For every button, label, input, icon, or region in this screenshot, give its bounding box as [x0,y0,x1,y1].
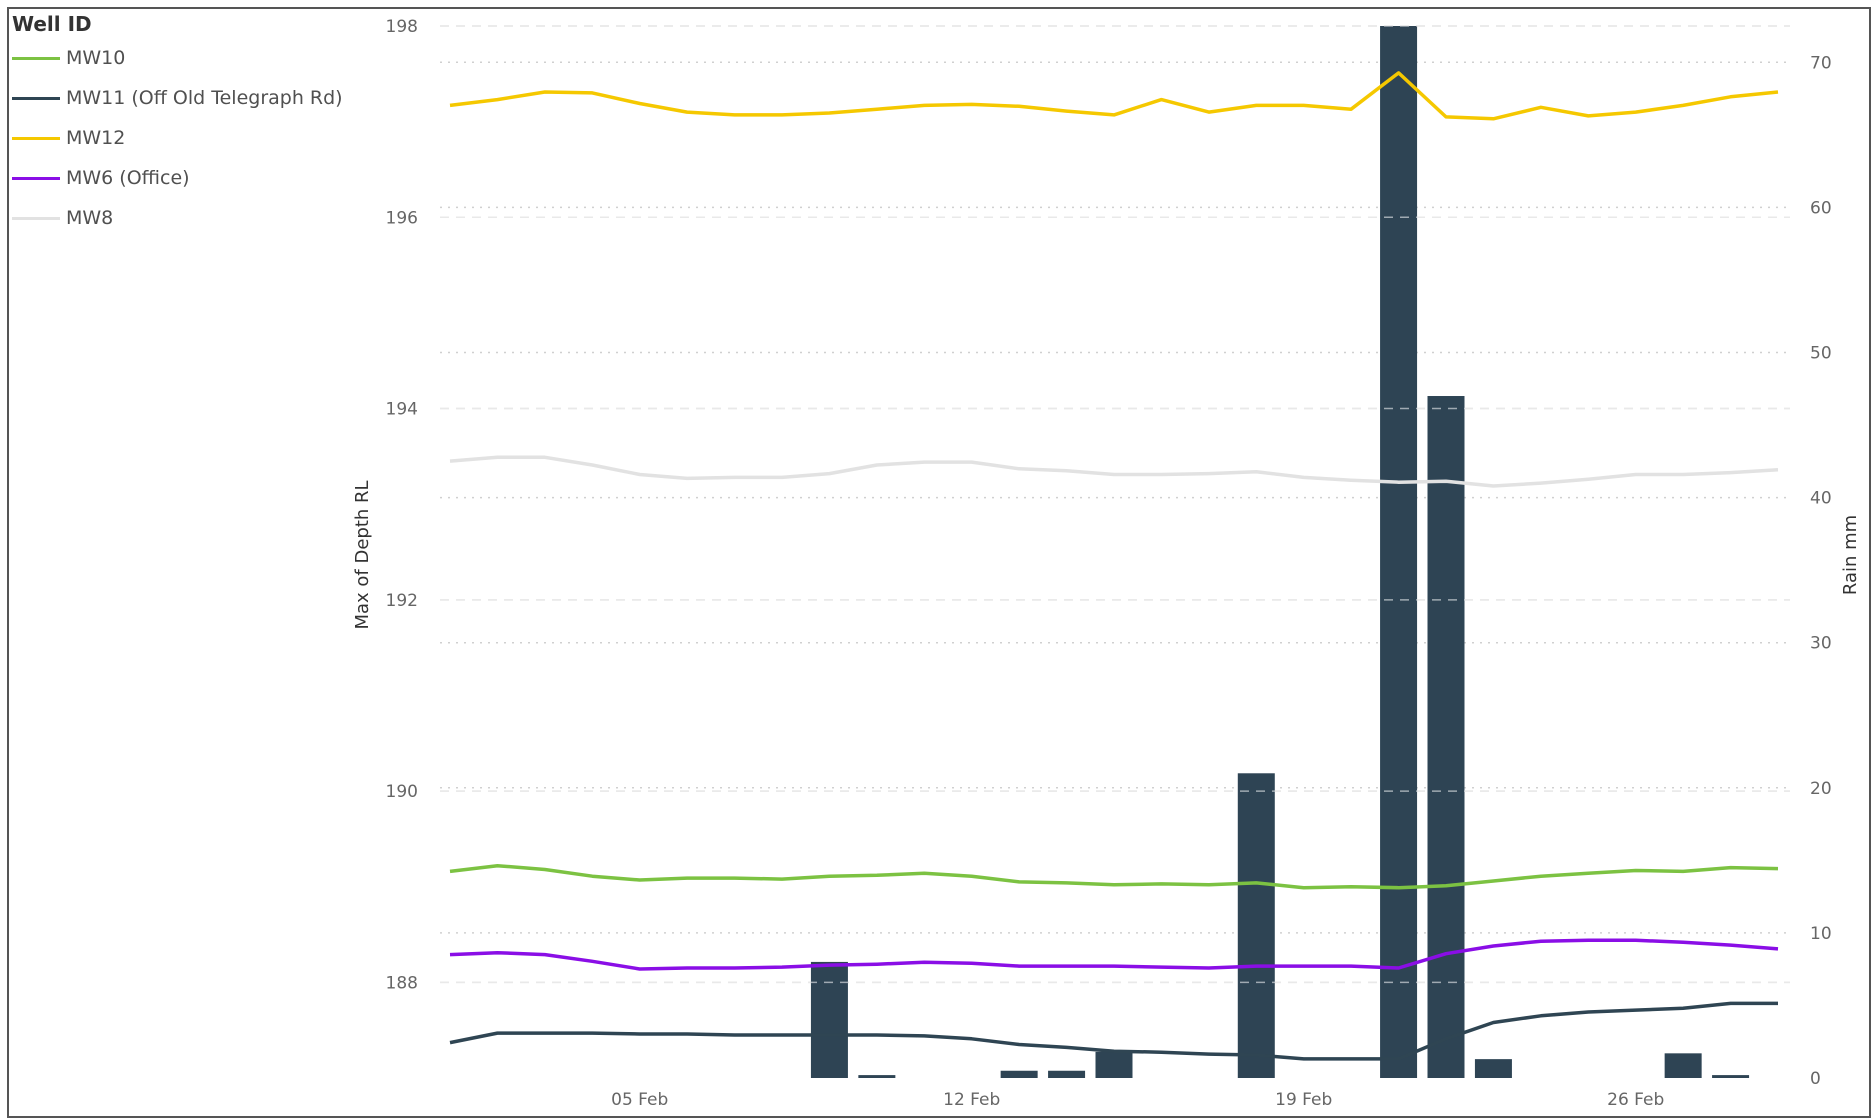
series-line [449,71,1779,121]
rain-bar [1712,1075,1750,1078]
legend-swatch [12,136,60,140]
left-tick-label: 196 [386,208,418,228]
legend-label: MW8 [66,207,114,229]
right-axis-title: Rain mm [1840,515,1861,595]
legend-label: MW6 (Office) [66,167,190,189]
grid-overlay [440,25,1790,984]
legend-item-mw8[interactable]: MW8 [12,198,343,238]
legend-item-mw10[interactable]: MW10 [12,38,343,78]
left-tick-label: 194 [386,400,418,420]
left-axis-title: Max of Depth RL [352,480,373,629]
legend-label: MW10 [66,47,126,69]
legend-label: MW12 [66,127,126,149]
x-tick-label: 19 Feb [1275,1090,1332,1110]
rain-bar [1427,396,1465,1078]
rain-bar [1000,1070,1038,1078]
series-line [449,938,1779,971]
right-tick-label: 40 [1810,489,1832,509]
series-line [449,455,1779,488]
right-tick-label: 70 [1810,53,1832,73]
left-tick-label: 198 [386,17,418,37]
legend-item-mw12[interactable]: MW12 [12,118,343,158]
left-tick-label: 192 [386,591,418,611]
legend-item-mw11[interactable]: MW11 (Off Old Telegraph Rd) [12,78,343,118]
series-line [449,1001,1778,1061]
legend-swatch [12,96,60,100]
x-tick-label: 26 Feb [1607,1090,1664,1110]
frame-border [7,7,1871,1118]
right-tick-label: 0 [1810,1069,1821,1089]
series-line [449,863,1779,890]
legend-title: Well ID [12,12,92,36]
legend-swatch [12,216,60,220]
legend-label: MW11 (Off Old Telegraph Rd) [66,87,343,109]
rain-bar [1380,26,1418,1078]
gridlines [440,25,1790,984]
legend-swatch [12,56,60,60]
series-lines [449,71,1779,1061]
axis-ticks: 188 190 192 194 196 198 0 10 20 30 40 50 60 70 05 Feb 1… [386,17,1832,1110]
legend-item-mw6[interactable]: MW6 (Office) [12,158,343,198]
rain-bar [1474,1059,1512,1078]
right-tick-label: 50 [1810,343,1832,363]
legend: Well ID MW10 MW11 (Off Old Telegraph Rd)… [12,10,343,238]
rain-bar [1048,1070,1086,1078]
x-tick-label: 12 Feb [943,1090,1000,1110]
rain-bar [810,961,848,1078]
rain-bars [810,26,1750,1078]
right-tick-label: 30 [1810,634,1832,654]
x-tick-label: 05 Feb [611,1090,668,1110]
rain-bar [858,1075,896,1078]
rain-bar [1664,1053,1702,1078]
rain-bar [1095,1051,1133,1078]
right-tick-label: 10 [1810,924,1832,944]
legend-swatch [12,176,60,180]
rain-bar [1237,773,1275,1078]
left-tick-label: 188 [386,973,418,993]
right-tick-label: 20 [1810,779,1832,799]
right-tick-label: 60 [1810,198,1832,218]
left-tick-label: 190 [386,782,418,802]
